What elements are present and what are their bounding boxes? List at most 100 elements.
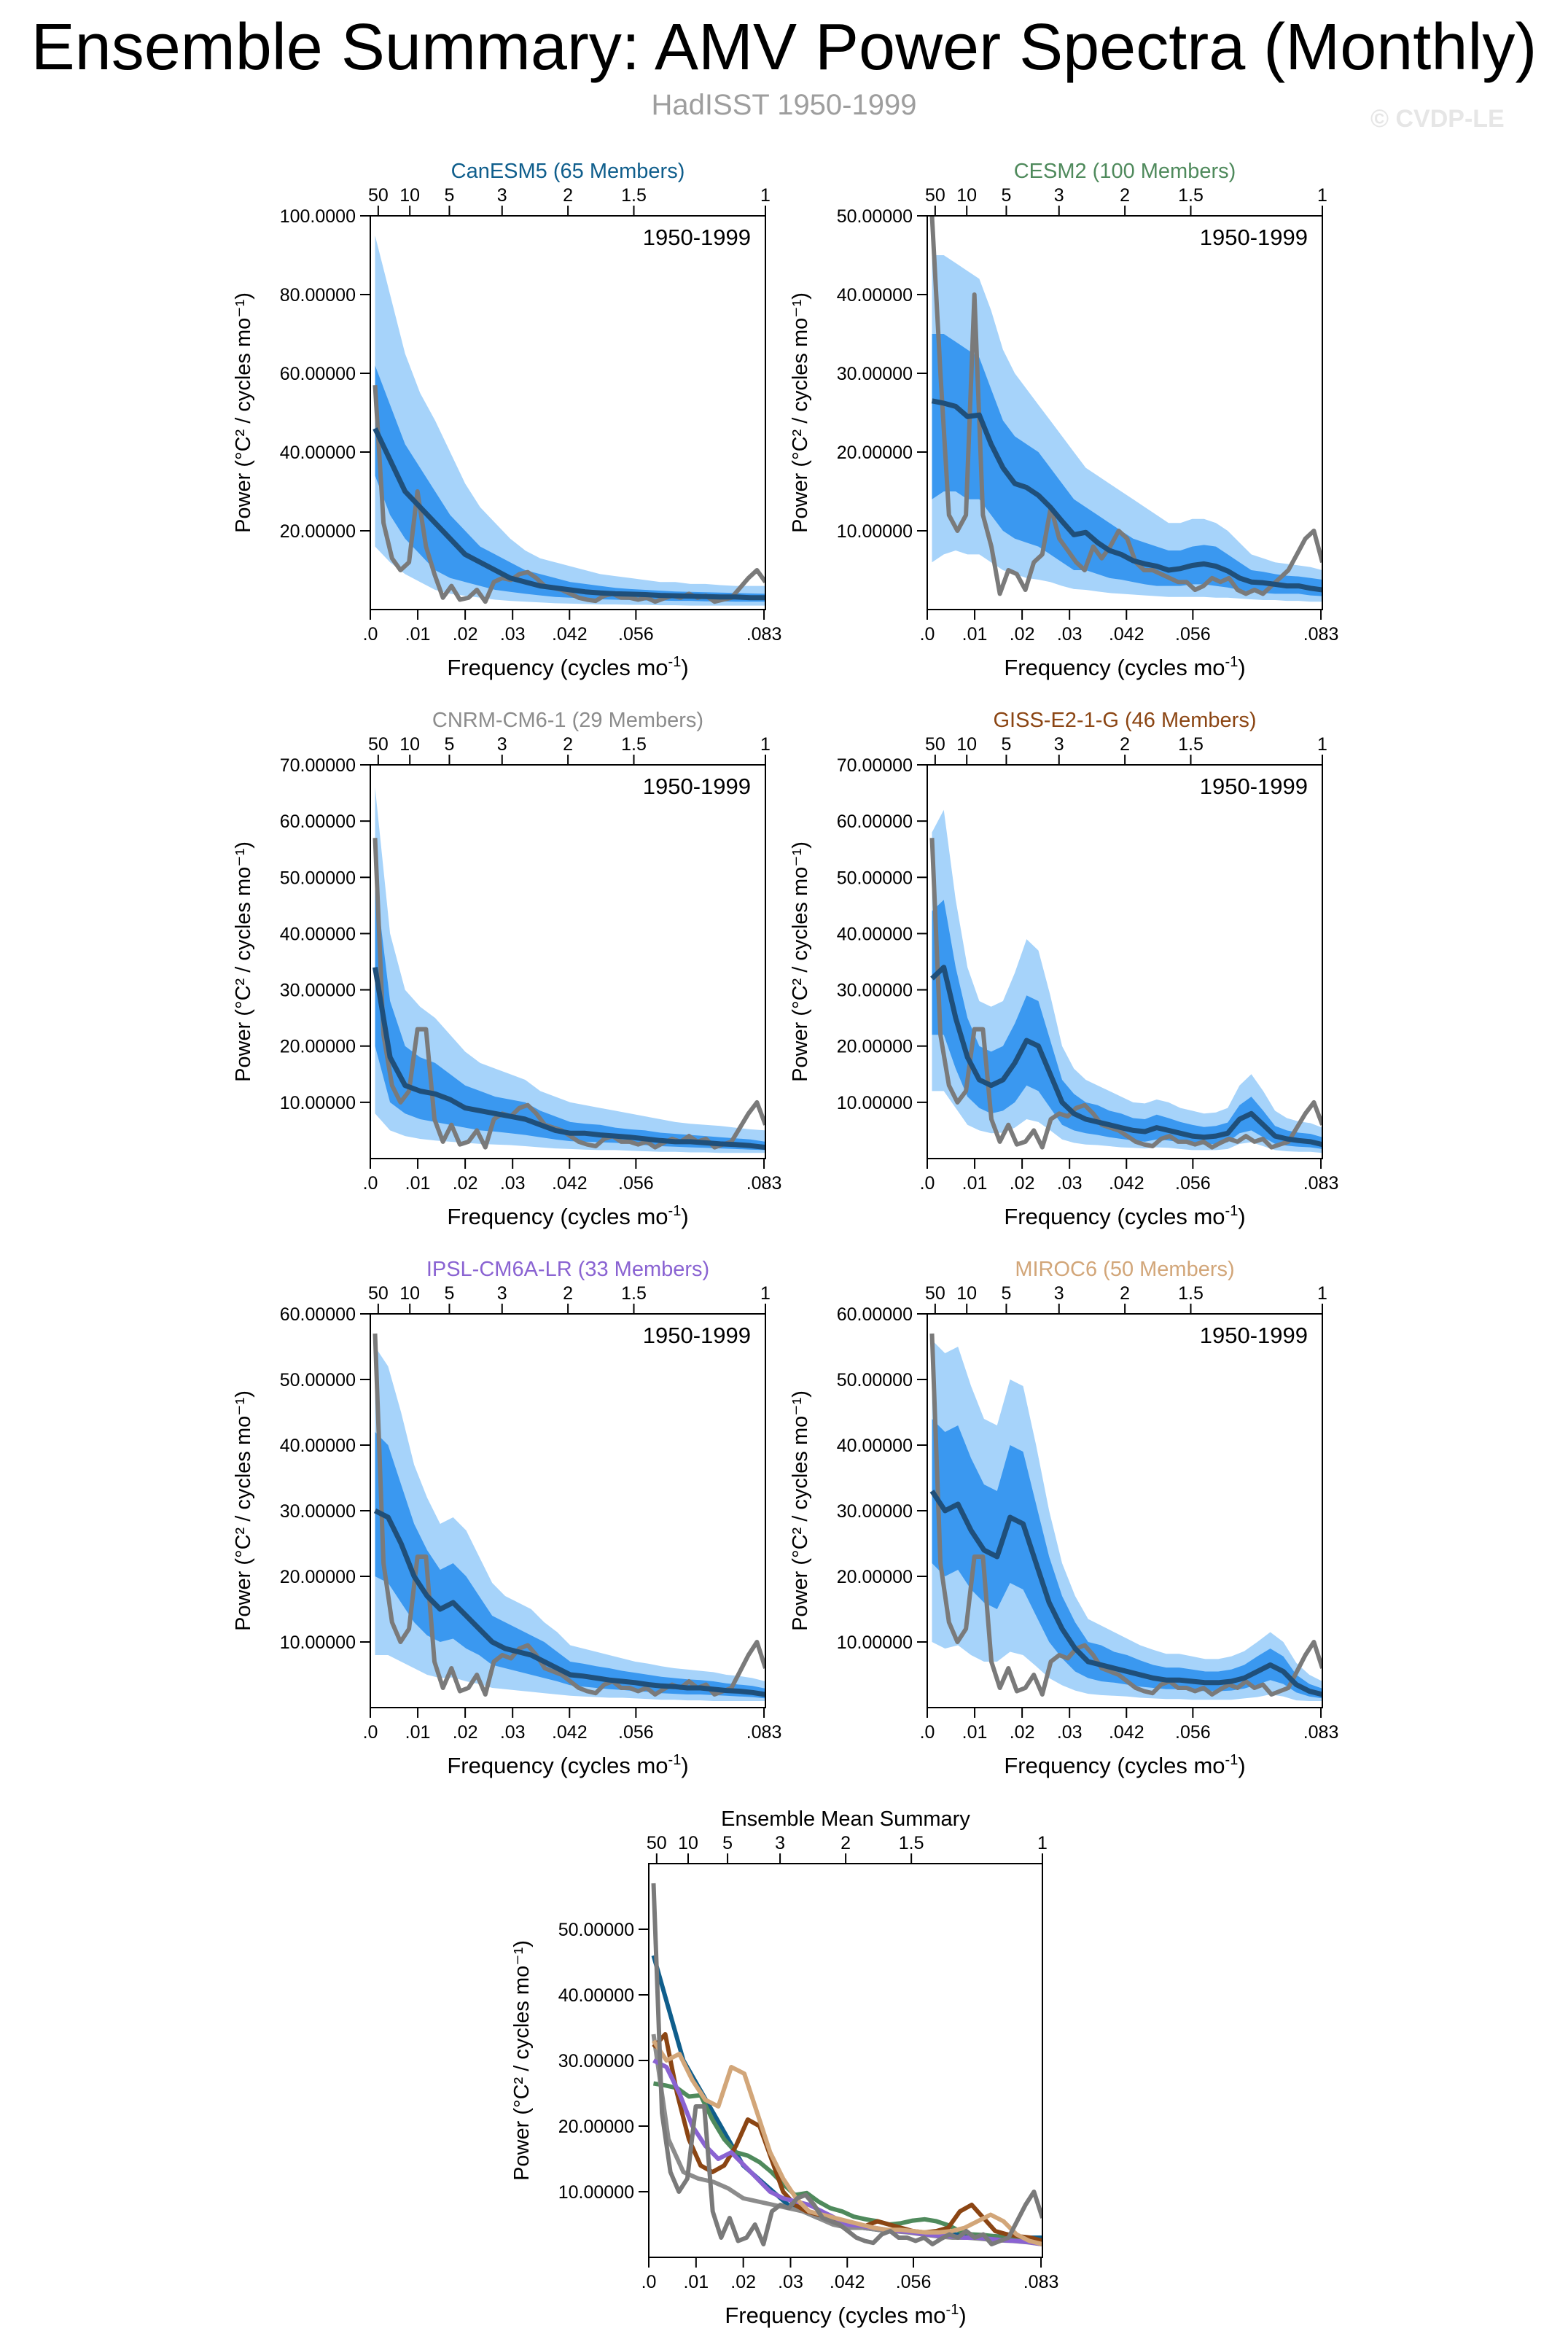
y-tick-label: 50.00000 [837,206,913,227]
x-tick-label: .056 [1175,1173,1211,1194]
top-tick-label: 10 [956,185,977,206]
top-tick-label: 50 [925,185,945,206]
y-tick-label: 50.00000 [837,868,913,888]
x-tick-label: .02 [453,624,478,645]
x-tick-label: .042 [830,2272,865,2292]
x-tick-label: .0 [363,1173,378,1194]
plot-area [929,1333,1322,1701]
y-axis-label: Power (°C² / cycles mo⁻¹) [789,292,812,533]
y-tick-label: 60.00000 [837,812,913,832]
outer-spread-band [932,1340,1322,1701]
y-axis-label: Power (°C² / cycles mo⁻¹) [789,841,812,1082]
inner-spread-band [932,1419,1322,1699]
y-tick-label: 70.00000 [837,755,913,776]
y-tick-label: 50.00000 [280,1370,356,1390]
top-tick-label: 2 [1120,185,1130,206]
x-tick-label: .03 [1057,1173,1083,1194]
x-tick-label: .03 [500,624,526,645]
x-tick-label: .083 [746,1173,782,1194]
x-tick-label: .02 [730,2272,756,2292]
top-tick-label: 1 [760,734,771,755]
ensemble-mean-line [373,1508,765,1697]
ensemble-mean-line [931,398,1322,593]
top-tick-label: 1.5 [1178,1283,1204,1304]
chart-title: IPSL-CM6A-LR (33 Members) [426,1258,709,1281]
x-tick-label: .056 [618,1722,654,1743]
x-tick-label: .0 [363,624,378,645]
y-tick-label: 40.00000 [837,924,913,944]
y-tick-label: 100.0000 [280,206,356,227]
inner-spread-band [932,900,1322,1149]
y-tick-label: 50.00000 [280,868,356,888]
y-tick-label: 60.00000 [280,364,356,384]
x-tick-label: .03 [500,1722,526,1743]
x-tick-label: .042 [552,1173,588,1194]
x-tick-label: .083 [1303,1722,1339,1743]
top-tick-label: 1 [760,185,771,206]
top-tick-label: 50 [925,1283,945,1304]
y-tick-label: 10.00000 [280,1632,356,1653]
x-tick-label: .02 [1010,1722,1035,1743]
ensemble-mean-line [373,427,765,601]
top-tick-label: 2 [1120,1283,1130,1304]
y-tick-label: 40.00000 [558,1985,634,2006]
x-tick-label: .042 [552,1722,588,1743]
top-tick-label: 3 [1054,1283,1064,1304]
x-tick-label: .042 [552,624,588,645]
chart-panel-5: 10.00000 20.00000 30.00000 40.00000 50.00000… [232,1258,781,1778]
top-tick-label: 1.5 [899,1833,924,1853]
ensemble-mean-line [930,965,1322,1148]
plot-area [373,1333,765,1701]
plot-area [373,787,765,1153]
plot-area [929,809,1322,1153]
page-title: Ensemble Summary: AMV Power Spectra (Mon… [31,11,1537,84]
x-tick-label: .01 [405,624,431,645]
top-tick-label: 5 [445,185,455,206]
top-tick-label: 1.5 [621,185,647,206]
y-tick-label: 60.00000 [280,1304,356,1325]
top-tick-label: 2 [563,1283,573,1304]
x-tick-label: .056 [618,624,654,645]
inner-spread-band [375,365,765,602]
x-tick-label: .0 [920,1173,935,1194]
plot-frame [648,1863,1043,2258]
y-axis-label: Power (°C² / cycles mo⁻¹) [232,1390,255,1631]
top-tick-label: 3 [497,185,507,206]
x-axis-label: Frequency (cycles mo-1) [1004,1752,1245,1778]
x-tick-label: .01 [962,1173,988,1194]
top-tick-label: 5 [1002,734,1012,755]
chart-title: Ensemble Mean Summary [721,1807,970,1831]
top-tick-label: 5 [722,1833,733,1853]
chart-title: MIROC6 (50 Members) [1015,1258,1234,1281]
top-tick-label: 1.5 [1178,185,1204,206]
y-tick-label: 20.00000 [837,1567,913,1587]
y-tick-label: 20.00000 [280,521,356,542]
top-tick-label: 10 [956,1283,977,1304]
observations-line [929,1333,1322,1697]
inner-spread-band [932,334,1322,596]
ensemble-mean-line [373,967,765,1151]
top-tick-label: 5 [445,734,455,755]
y-tick-label: 40.00000 [837,1436,913,1456]
y-tick-label: 10.00000 [280,1093,356,1113]
chart-panel-3: 10.00000 20.00000 30.00000 40.00000 50.00000… [232,709,781,1229]
top-tick-label: 50 [925,734,945,755]
x-tick-label: .01 [962,1722,988,1743]
x-tick-label: .0 [641,2272,657,2292]
x-tick-label: .056 [618,1173,654,1194]
period-label: 1950-1999 [1200,1323,1308,1348]
y-tick-label: 20.00000 [837,1037,913,1057]
x-tick-label: .083 [1303,1173,1339,1194]
chart-panel-4: 10.00000 20.00000 30.00000 40.00000 50.00000… [789,709,1338,1229]
top-tick-label: 1 [1317,734,1327,755]
chart-title: CanESM5 (65 Members) [451,160,685,183]
y-tick-label: 80.00000 [280,285,356,305]
top-tick-label: 50 [368,185,389,206]
top-tick-label: 50 [647,1833,667,1853]
x-tick-label: .056 [1175,1722,1211,1743]
plot-area [651,1883,1042,2246]
plot-area [373,236,765,606]
x-axis-label: Frequency (cycles mo-1) [447,654,688,680]
x-tick-label: .02 [1010,1173,1035,1194]
y-tick-label: 30.00000 [558,2051,634,2071]
